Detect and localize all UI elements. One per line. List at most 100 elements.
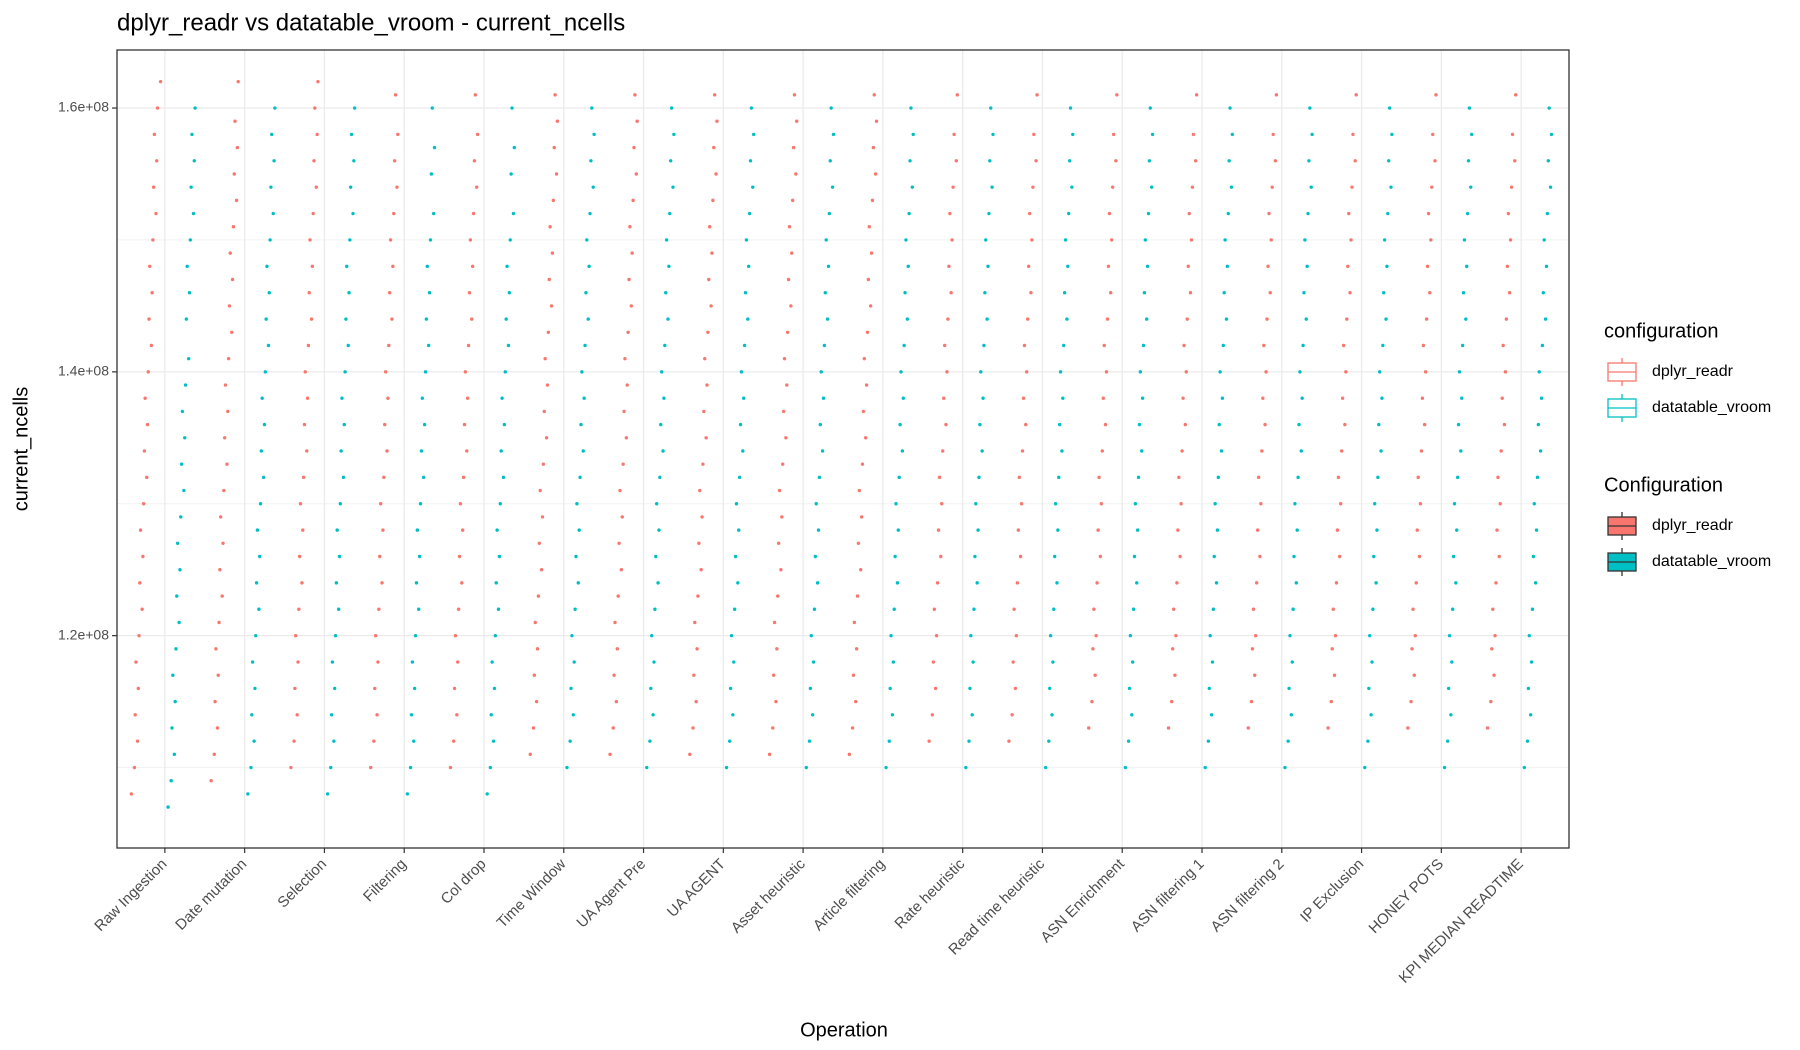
point (1062, 290, 1067, 295)
point (1530, 607, 1535, 611)
point (151, 238, 155, 242)
point (894, 502, 898, 506)
point (1186, 264, 1190, 269)
point (1021, 396, 1026, 400)
point (659, 370, 664, 374)
point (1214, 581, 1219, 585)
point (664, 238, 669, 242)
point (592, 132, 596, 137)
point (1288, 633, 1292, 638)
point (339, 449, 343, 453)
point (1416, 475, 1420, 480)
point (184, 317, 189, 321)
point (742, 343, 747, 348)
point (890, 713, 895, 717)
point (696, 594, 700, 598)
point (1544, 264, 1549, 269)
point (900, 449, 905, 453)
point (884, 765, 888, 770)
point (1206, 739, 1211, 743)
point (215, 726, 220, 730)
chart-title: dplyr_readr vs datatable_vroom - current… (117, 9, 625, 36)
point (1035, 93, 1039, 97)
point (1543, 317, 1548, 321)
point (1455, 528, 1459, 532)
point (1254, 633, 1258, 638)
point (298, 502, 303, 506)
point (1341, 343, 1346, 348)
point (945, 370, 949, 374)
point (863, 436, 868, 440)
point (864, 383, 869, 387)
point (428, 238, 433, 242)
point (1514, 93, 1518, 97)
point (1446, 686, 1451, 691)
point (134, 660, 138, 664)
point (615, 647, 619, 651)
point (771, 673, 776, 677)
point (1068, 106, 1073, 110)
point (1461, 290, 1466, 295)
point (1287, 686, 1291, 691)
point (312, 159, 316, 163)
point (427, 290, 432, 295)
legend-label: dplyr_readr (1652, 363, 1734, 380)
point (804, 765, 809, 770)
point (1344, 370, 1348, 374)
point (289, 765, 293, 770)
point (1419, 449, 1424, 453)
point (693, 620, 697, 625)
point (1130, 660, 1135, 664)
point (548, 225, 552, 229)
point (1442, 765, 1447, 770)
point (1447, 633, 1452, 638)
point (571, 713, 576, 717)
point (1183, 422, 1187, 427)
point (1171, 647, 1175, 651)
point (141, 502, 146, 506)
point (255, 528, 260, 532)
point (461, 528, 465, 532)
point (230, 330, 234, 334)
point (1422, 422, 1427, 427)
point (1140, 449, 1144, 453)
point (1286, 739, 1290, 743)
point (1180, 449, 1184, 453)
point (497, 554, 502, 559)
point (1179, 502, 1183, 506)
point (1063, 238, 1068, 242)
point (351, 211, 355, 216)
point (712, 145, 716, 150)
point (657, 528, 661, 532)
point (1025, 370, 1029, 374)
point (1062, 343, 1066, 348)
point (1143, 238, 1148, 242)
point (1226, 211, 1230, 216)
point (1127, 686, 1132, 691)
point (270, 132, 274, 137)
point (1541, 290, 1546, 295)
point (870, 198, 875, 203)
point (986, 264, 990, 269)
point (940, 502, 944, 506)
point (502, 422, 507, 427)
point (1259, 502, 1263, 506)
point (1456, 422, 1461, 427)
point (1529, 660, 1534, 664)
point (1123, 765, 1128, 770)
point (1546, 159, 1550, 163)
point (473, 93, 478, 97)
point (189, 185, 193, 189)
point (1102, 343, 1106, 348)
point (1382, 290, 1386, 295)
y-tick-label: 1.4e+08 (58, 363, 109, 379)
point (343, 370, 347, 374)
point (794, 172, 798, 176)
point (1170, 699, 1174, 704)
point (1066, 264, 1070, 269)
point (214, 647, 218, 651)
point (1025, 317, 1030, 321)
point (261, 475, 266, 480)
panel-border (116, 49, 1570, 849)
